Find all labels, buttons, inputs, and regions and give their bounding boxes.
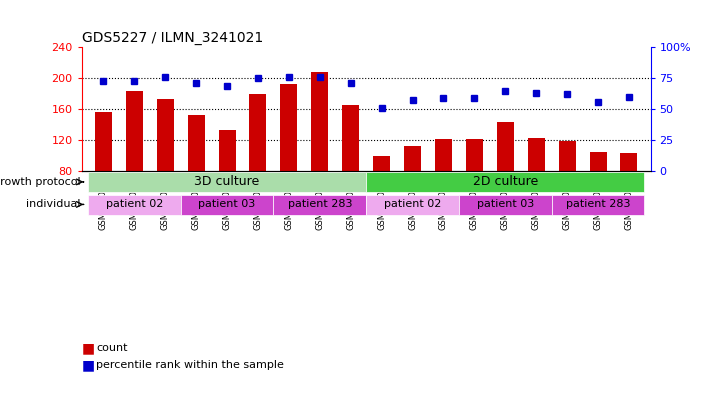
Bar	[366, 172, 644, 193]
Text: ■: ■	[82, 358, 95, 373]
Bar	[95, 112, 112, 171]
Bar	[366, 195, 459, 215]
Text: percentile rank within the sample: percentile rank within the sample	[96, 360, 284, 371]
Text: count: count	[96, 343, 127, 353]
Text: patient 02: patient 02	[384, 199, 442, 209]
Bar	[559, 141, 576, 171]
Bar	[528, 138, 545, 171]
Bar	[181, 195, 274, 215]
Bar	[497, 122, 514, 171]
Bar	[156, 99, 173, 171]
Text: individual: individual	[26, 199, 80, 209]
Text: patient 03: patient 03	[476, 199, 534, 209]
Text: patient 283: patient 283	[566, 199, 630, 209]
Bar	[280, 84, 297, 171]
Bar	[589, 152, 606, 171]
Text: patient 283: patient 283	[287, 199, 352, 209]
Bar	[404, 146, 421, 171]
Bar	[274, 195, 366, 215]
Bar	[342, 105, 359, 171]
Text: 2D culture: 2D culture	[473, 175, 538, 188]
Text: GDS5227 / ILMN_3241021: GDS5227 / ILMN_3241021	[82, 31, 263, 45]
Text: growth protocol: growth protocol	[0, 177, 80, 187]
Bar	[188, 114, 205, 171]
Text: patient 02: patient 02	[106, 199, 163, 209]
Text: patient 03: patient 03	[198, 199, 256, 209]
Bar	[311, 72, 328, 171]
Bar	[218, 130, 235, 171]
Bar	[621, 153, 638, 171]
Text: ■: ■	[82, 341, 95, 355]
Text: 3D culture: 3D culture	[194, 175, 260, 188]
Bar	[88, 172, 366, 193]
Bar	[466, 139, 483, 171]
Bar	[88, 195, 181, 215]
Bar	[435, 139, 452, 171]
Bar	[373, 156, 390, 171]
Bar	[459, 195, 552, 215]
Bar	[552, 195, 644, 215]
Bar	[250, 94, 267, 171]
Bar	[126, 91, 143, 171]
